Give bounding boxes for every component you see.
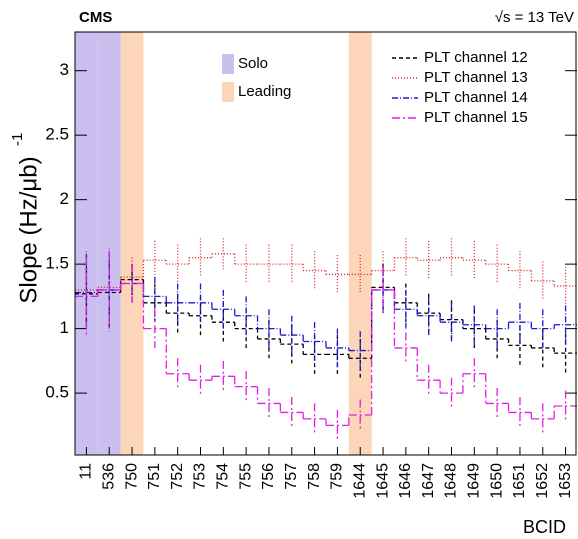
legend-label: PLT channel 12 [424,49,528,66]
x-tick-label: 1650 [488,463,505,499]
x-tick-label: 11 [78,463,95,480]
series [75,253,577,378]
x-tick-label: 1653 [557,463,574,499]
x-tick-label: 752 [169,463,186,490]
y-axis-label: Slope (Hz/μb) [15,156,42,303]
y-tick-label: 2.5 [45,125,69,144]
legend-label: Leading [238,83,291,100]
series [75,251,577,441]
y-tick-label: 0.5 [45,383,69,402]
energy-label: √s = 13 TeV [495,9,574,26]
highlight-band [348,32,372,455]
experiment-label: CMS [79,9,112,26]
x-tick-label: 1648 [443,463,460,499]
x-tick-label: 1649 [466,463,483,499]
legend-swatch [222,82,234,102]
x-tick-label: 755 [237,463,254,490]
x-tick-label: 756 [260,463,277,490]
highlight-band [97,32,121,455]
x-tick-label: 1647 [420,463,437,499]
plot-frame [74,31,577,456]
x-tick-label: 754 [215,463,232,490]
legend-label: PLT channel 13 [424,69,528,86]
x-tick-label: 1651 [511,463,528,499]
x-tick-label: 1646 [397,463,414,499]
y-tick-label: 3 [60,60,69,79]
y-tick-label: 1.5 [45,254,69,273]
x-tick-label: 750 [123,463,140,490]
x-tick-label: 751 [146,463,163,490]
y-axis-exponent: -1 [9,133,26,146]
legend-label: Solo [238,55,268,72]
highlight-band [75,32,98,455]
series [75,251,577,370]
x-tick-label: 758 [306,463,323,490]
highlight-band [120,32,144,455]
x-tick-label: 759 [329,463,346,490]
legend-swatch [222,54,234,74]
x-tick-label: 1645 [374,463,391,499]
legend-label: PLT channel 15 [424,109,528,126]
x-tick-label: 1644 [351,463,368,499]
y-axis-title: Slope (Hz/μb) -1 [9,133,42,304]
x-tick-label: 1652 [534,463,551,499]
y-tick-label: 2 [60,189,69,208]
series [75,238,577,329]
x-tick-label: 536 [100,463,117,490]
x-axis-label: BCID [523,517,566,537]
legend-label: PLT channel 14 [424,89,528,106]
x-tick-label: 753 [192,463,209,490]
y-tick-label: 1 [60,318,69,337]
x-tick-label: 757 [283,463,300,490]
